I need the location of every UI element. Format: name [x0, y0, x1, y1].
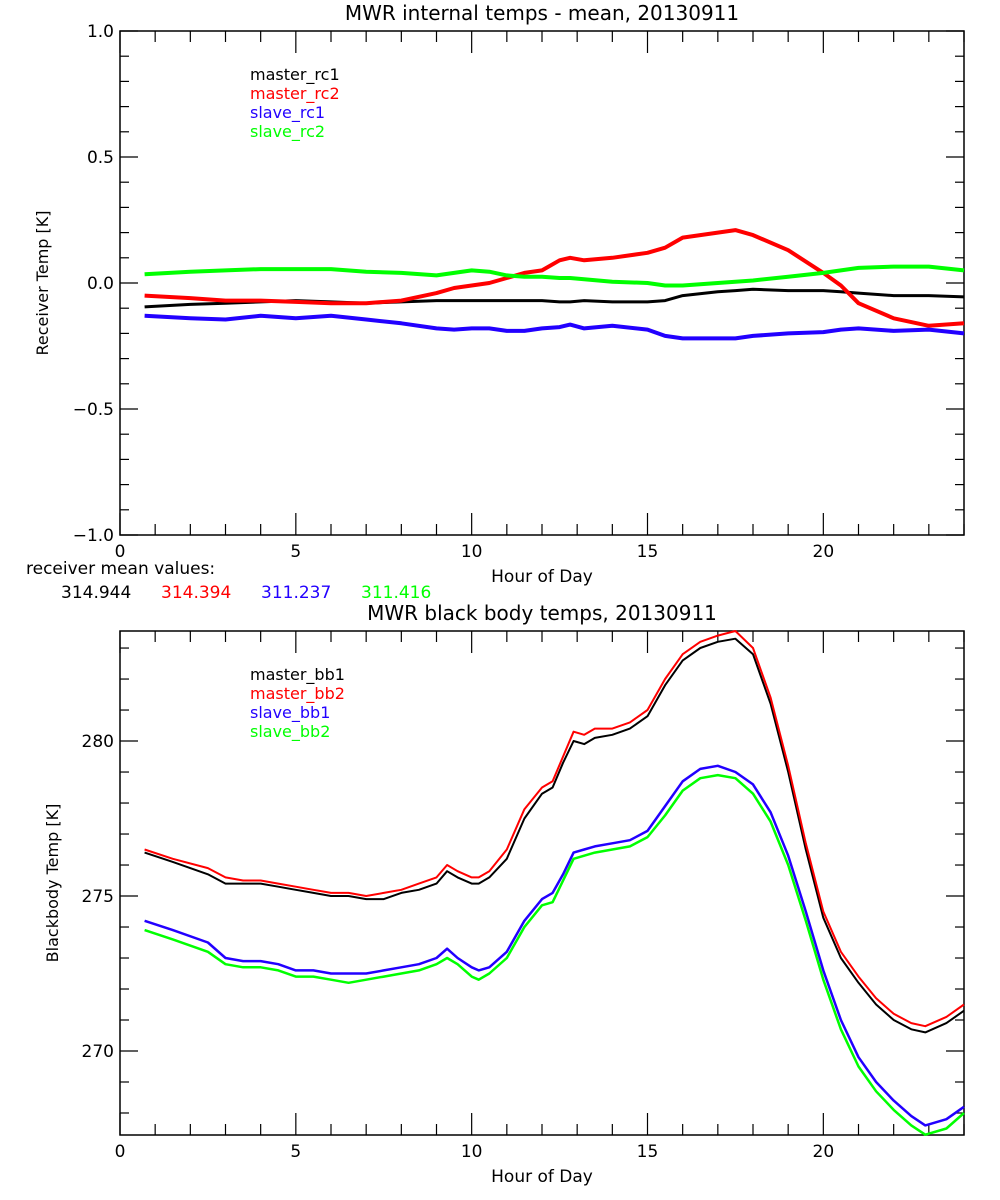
legend-entry-slave-bb1: slave_bb1 — [250, 703, 330, 723]
series-line-slave-rc1 — [144, 313, 965, 341]
series-line-master-rc2 — [144, 228, 965, 328]
x-tick-label: 15 — [637, 1142, 659, 1162]
receiver-mean-slave-rc2: 311.416 — [361, 583, 431, 603]
y-axis-label: Receiver Temp [K] — [33, 210, 52, 355]
y-tick-label: 0.5 — [87, 148, 114, 168]
x-tick-label: 10 — [461, 1142, 483, 1162]
x-tick-label: 5 — [290, 542, 301, 562]
receiver-mean-master-rc2: 314.394 — [161, 583, 231, 603]
legend-entry-master-bb1: master_bb1 — [250, 665, 345, 685]
x-tick-label: 10 — [461, 542, 483, 562]
legend-entry-master-rc2: master_rc2 — [250, 84, 340, 104]
legend-entry-master-bb2: master_bb2 — [250, 684, 345, 704]
legend: master_bb1 master_bb2 slave_bb1 slave_bb… — [250, 665, 345, 742]
y-tick-label: −1.0 — [73, 526, 114, 546]
x-axis-label: Hour of Day — [491, 1167, 593, 1187]
y-tick-label: 275 — [82, 887, 114, 907]
series-lines — [144, 630, 965, 1136]
legend-entry-slave-bb2: slave_bb2 — [250, 722, 330, 742]
chart-title: MWR black body temps, 20130911 — [367, 601, 717, 625]
x-tick-label: 0 — [115, 1142, 126, 1162]
y-tick-label: 280 — [82, 732, 114, 752]
axis-ticks: 0 5 10 15 20 270 275 280 — [82, 631, 965, 1162]
y-tick-label: −0.5 — [73, 400, 114, 420]
series-lines — [144, 228, 965, 341]
receiver-means-annotation: receiver mean values: 314.944 314.394 31… — [26, 559, 431, 603]
axis-ticks: 0 5 10 15 20 −1.0 −0.5 0.0 0.5 1.0 — [73, 22, 965, 562]
series-line-slave-bb2 — [144, 773, 965, 1136]
series-line-slave-bb1 — [144, 764, 965, 1127]
receiver-temp-panel: MWR internal temps - mean, 20130911 0 5 10… — [33, 1, 965, 587]
receiver-mean-slave-rc1: 311.237 — [261, 583, 331, 603]
series-line-slave-rc2 — [144, 264, 965, 288]
x-tick-label: 20 — [813, 1142, 835, 1162]
blackbody-temp-panel: MWR black body temps, 20130911 0 5 10 15 20 2… — [43, 601, 965, 1187]
x-axis-label: Hour of Day — [491, 567, 593, 587]
legend-entry-slave-rc1: slave_rc1 — [250, 103, 325, 123]
receiver-mean-master-rc1: 314.944 — [61, 583, 131, 603]
y-tick-label: 270 — [82, 1042, 114, 1062]
x-tick-label: 0 — [115, 542, 126, 562]
legend-entry-master-rc1: master_rc1 — [250, 65, 340, 85]
legend-entry-slave-rc2: slave_rc2 — [250, 122, 325, 142]
series-line-master-bb2 — [144, 630, 965, 1028]
legend: master_rc1 master_rc2 slave_rc1 slave_rc… — [250, 65, 340, 142]
y-tick-label: 0.0 — [87, 274, 114, 294]
receiver-means-label: receiver mean values: — [26, 559, 215, 579]
y-axis-label: Blackbody Temp [K] — [43, 804, 62, 963]
series-line-master-bb1 — [144, 637, 965, 1034]
x-tick-label: 5 — [290, 1142, 301, 1162]
chart-title: MWR internal temps - mean, 20130911 — [345, 1, 739, 25]
y-tick-label: 1.0 — [87, 22, 114, 42]
x-tick-label: 15 — [637, 542, 659, 562]
x-tick-label: 20 — [813, 542, 835, 562]
